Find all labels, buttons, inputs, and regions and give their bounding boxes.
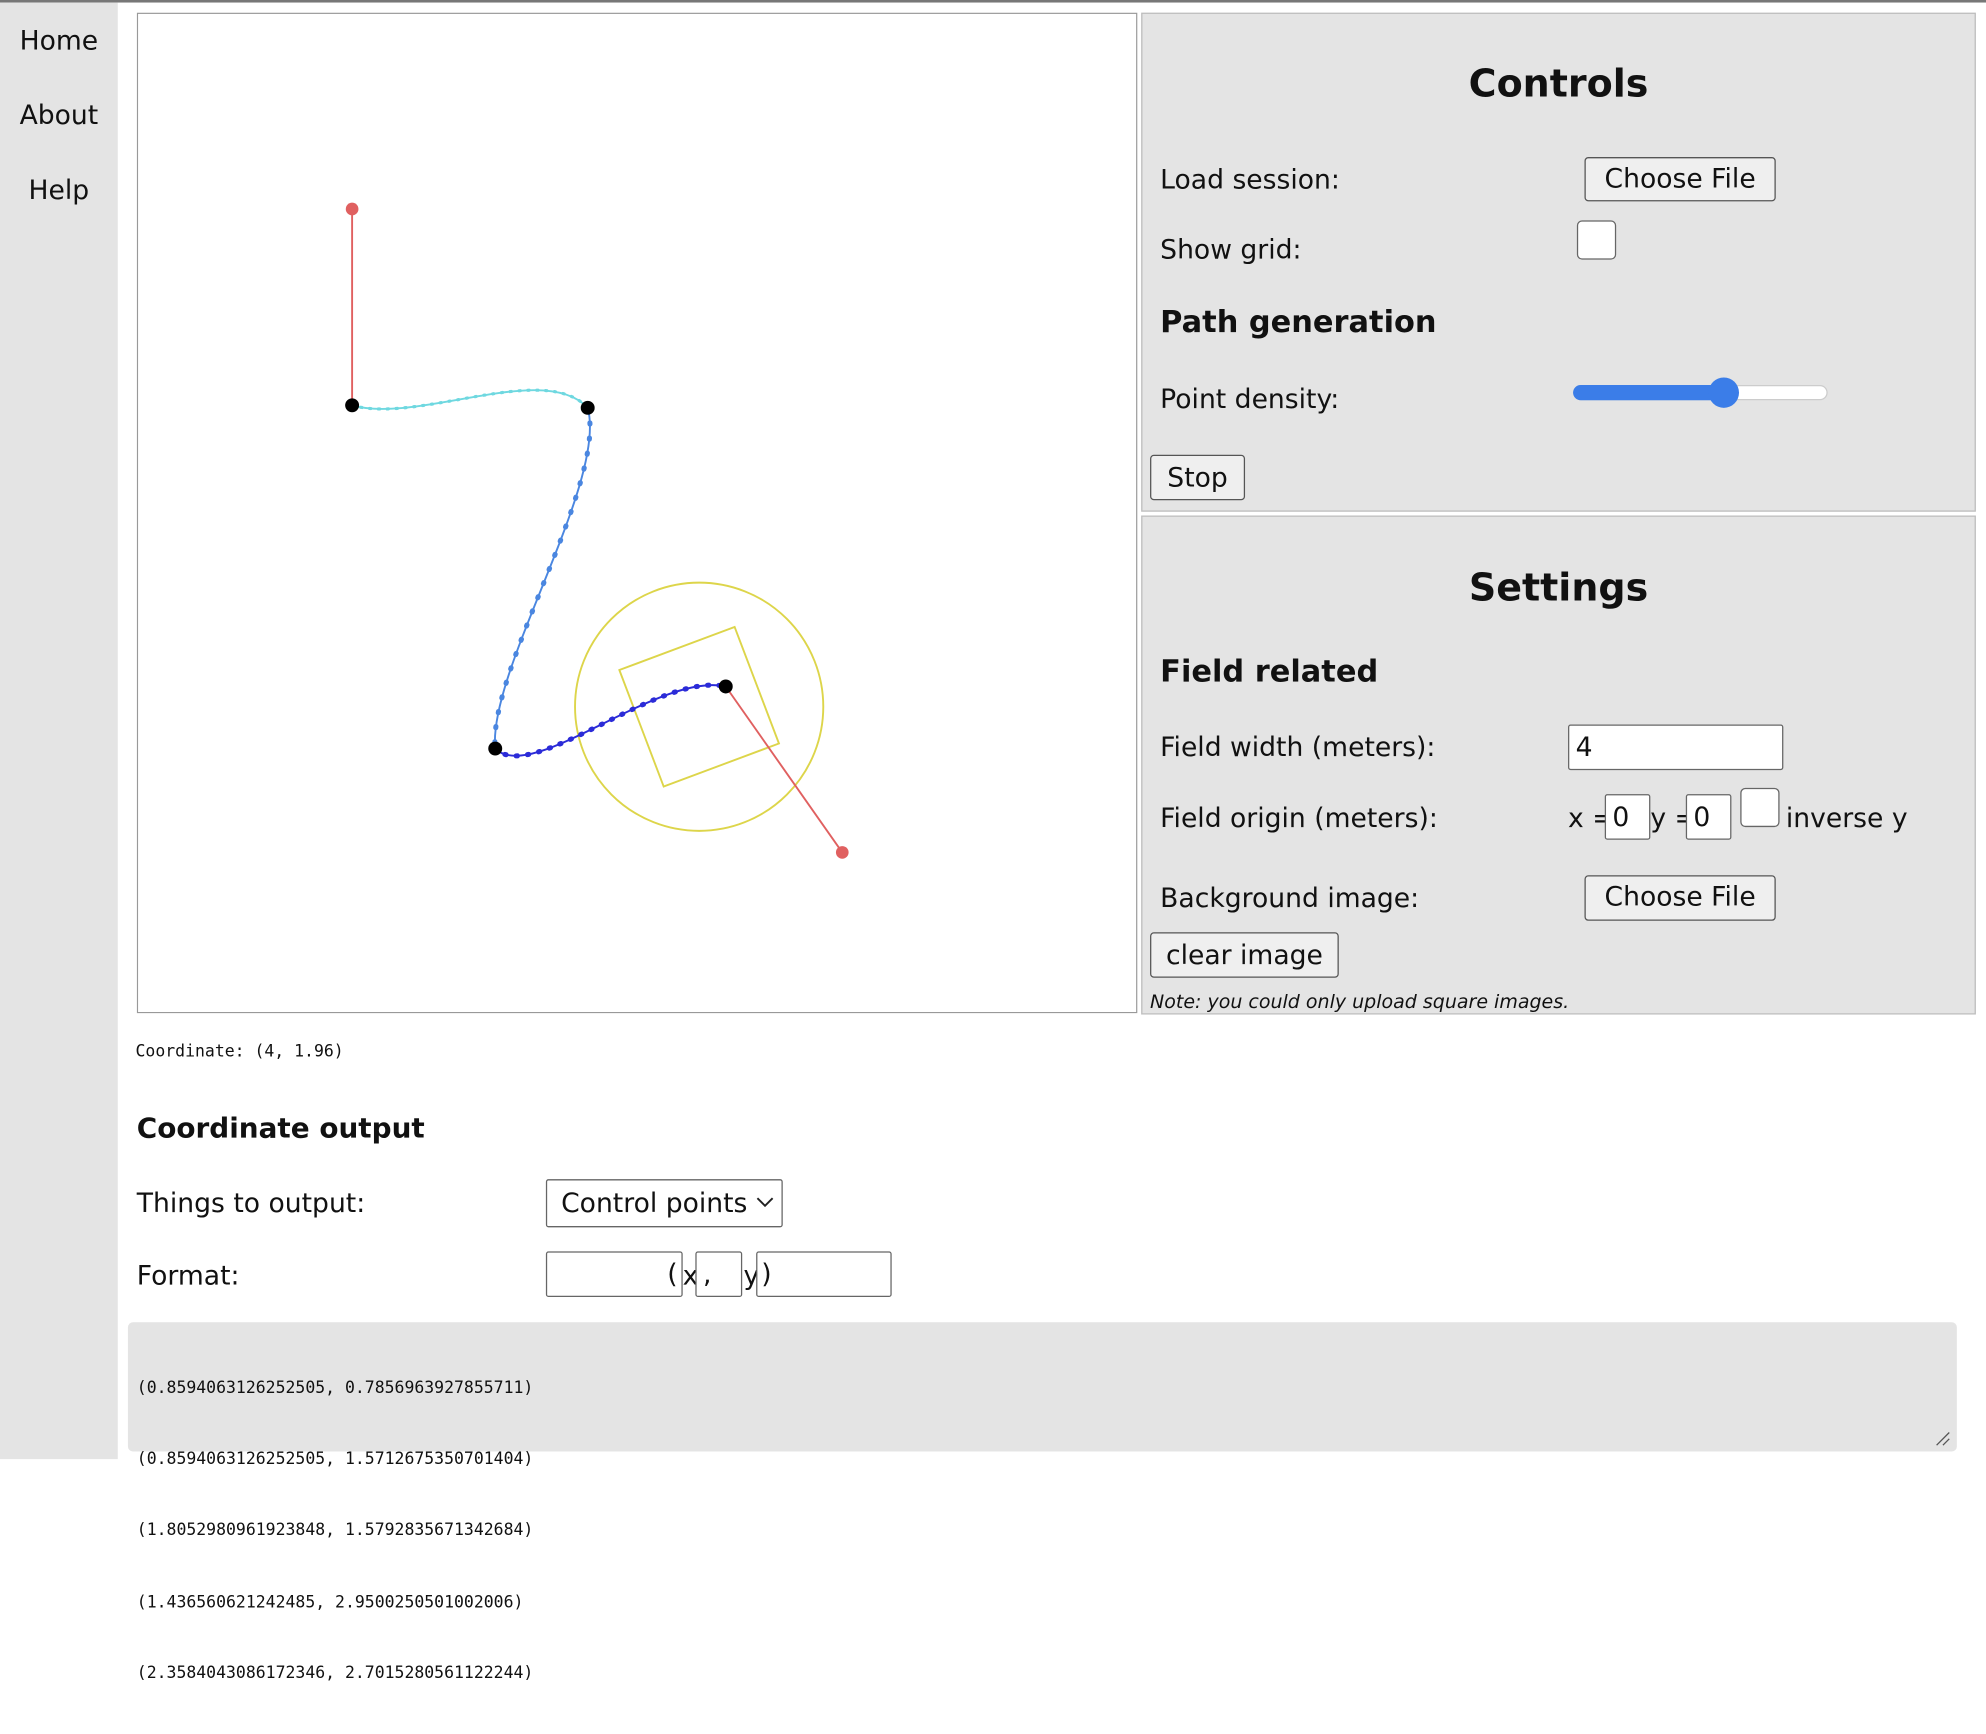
top-border: [0, 0, 1986, 3]
stop-button[interactable]: Stop: [1150, 454, 1246, 501]
settings-panel: [1141, 515, 1976, 1015]
section-heading: Coordinate output: [136, 1113, 425, 1145]
robot-circle: [574, 581, 825, 832]
label: Field origin (meters):: [1160, 803, 1438, 834]
slider-fill: [1573, 385, 1726, 401]
label: Background image:: [1160, 882, 1420, 914]
control-point[interactable]: [718, 679, 733, 694]
label: Show grid:: [1160, 234, 1302, 265]
slider-thumb[interactable]: [1708, 377, 1740, 408]
handle-line: [724, 685, 844, 853]
control-point[interactable]: [580, 400, 595, 415]
nav-home[interactable]: Home: [19, 25, 99, 56]
label: inverse y: [1785, 803, 1908, 834]
controls-title: Controls: [1468, 62, 1649, 107]
format-suffix-input[interactable]: ): [756, 1251, 892, 1297]
grid-checkbox[interactable]: [1576, 220, 1617, 260]
select-arrow: [756, 1197, 774, 1208]
canvas-border: [136, 12, 1138, 1014]
output-line: (2.3584043086172346, 2.7015280561122244): [136, 1664, 534, 1684]
path-segment: [351, 389, 589, 410]
label: Load session:: [1160, 164, 1340, 196]
clear-image-button[interactable]: clear image: [1150, 932, 1339, 978]
field-width-input[interactable]: 4: [1568, 724, 1784, 771]
resize-handle[interactable]: [1935, 1431, 1950, 1446]
origin-y-input[interactable]: 0: [1685, 794, 1732, 840]
section-heading: Path generation: [1160, 303, 1437, 340]
output-select[interactable]: Control points: [545, 1179, 783, 1228]
label: Things to output:: [136, 1188, 366, 1219]
field-canvas[interactable]: [136, 12, 1138, 1014]
output-line: (1.436560621242485, 2.9500250501002006): [136, 1592, 524, 1612]
app: Home About Help Controls Load session: C…: [0, 0, 1986, 1683]
format-prefix-input[interactable]: (: [545, 1251, 683, 1297]
settings-title: Settings: [1468, 566, 1649, 611]
output-line: (0.8594063126252505, 0.7856963927855711): [136, 1379, 534, 1399]
handle-point[interactable]: [835, 846, 849, 859]
path-segment: [492, 405, 593, 752]
nav-about[interactable]: About: [19, 100, 99, 131]
output-textarea[interactable]: (0.8594063126252505, 0.7856963927855711)…: [127, 1322, 1957, 1683]
robot-square: [618, 625, 781, 788]
label: Field width (meters):: [1160, 732, 1436, 763]
origin-x-input[interactable]: 0: [1604, 794, 1651, 840]
path-segment: [492, 682, 729, 759]
label: y: [743, 1260, 760, 1291]
nav-help[interactable]: Help: [28, 174, 90, 206]
control-point[interactable]: [488, 741, 503, 756]
inverse-y-checkbox[interactable]: [1740, 787, 1780, 828]
control-point[interactable]: [345, 398, 360, 413]
coordinate-readout: Coordinate: (4, 1.96): [135, 1042, 344, 1062]
sidebar: [0, 2, 118, 1460]
label: Format:: [136, 1260, 240, 1291]
file-button[interactable]: Choose File: [1584, 157, 1776, 202]
file-button[interactable]: Choose File: [1584, 875, 1776, 921]
note: Note: you could only upload square image…: [1150, 990, 1570, 1014]
output-line: (1.8052980961923848, 1.5792835671342684): [136, 1521, 534, 1541]
controls-panel: [1141, 12, 1976, 512]
format-separator-input[interactable]: ,: [695, 1251, 743, 1297]
label: x: [682, 1260, 699, 1291]
output-line: (0.8594063126252505, 1.5712675350701404): [136, 1450, 534, 1470]
section-heading: Field related: [1160, 653, 1379, 690]
handle-point[interactable]: [345, 202, 359, 216]
label: Point density:: [1160, 383, 1340, 415]
